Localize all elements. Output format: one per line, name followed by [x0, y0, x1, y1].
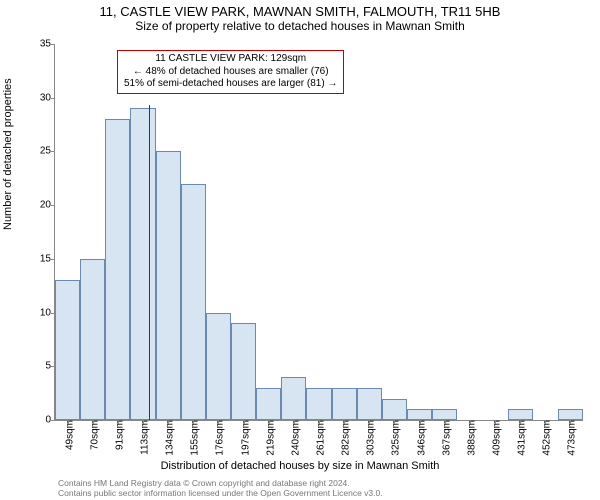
y-tick-mark — [51, 259, 55, 260]
histogram-bar — [558, 409, 583, 420]
x-tick-mark — [545, 420, 546, 424]
histogram-bar — [432, 409, 457, 420]
chart-plot-area: 11 CASTLE VIEW PARK: 129sqm ← 48% of det… — [54, 44, 583, 421]
x-tick-label: 134sqm — [161, 420, 176, 456]
x-tick-label: 367sqm — [437, 420, 452, 456]
property-marker-line — [149, 105, 150, 420]
y-tick-label: 30 — [21, 92, 55, 103]
y-tick-label: 15 — [21, 253, 55, 264]
x-tick-label: 219sqm — [261, 420, 276, 456]
x-tick-mark — [344, 420, 345, 424]
histogram-bar — [181, 184, 206, 420]
x-tick-mark — [495, 420, 496, 424]
histogram-bar — [281, 377, 306, 420]
x-tick-label: 113sqm — [136, 420, 151, 455]
x-tick-mark — [319, 420, 320, 424]
x-tick-mark — [369, 420, 370, 424]
y-tick-label: 25 — [21, 146, 55, 157]
x-tick-label: 346sqm — [412, 420, 427, 456]
x-tick-label: 197sqm — [236, 420, 251, 456]
histogram-bar — [231, 323, 256, 420]
x-tick-label: 70sqm — [85, 420, 100, 450]
y-tick-label: 0 — [21, 415, 55, 426]
x-tick-label: 409sqm — [488, 420, 503, 456]
x-tick-mark — [118, 420, 119, 424]
y-tick-mark — [51, 44, 55, 45]
histogram-bar — [332, 388, 357, 420]
info-box-line2: ← 48% of detached houses are smaller (76… — [124, 66, 337, 79]
x-tick-mark — [445, 420, 446, 424]
histogram-bar — [130, 108, 155, 420]
y-tick-mark — [51, 420, 55, 421]
y-tick-mark — [51, 98, 55, 99]
info-box-line3: 51% of semi-detached houses are larger (… — [124, 78, 337, 91]
x-tick-mark — [294, 420, 295, 424]
x-tick-mark — [244, 420, 245, 424]
histogram-bar — [256, 388, 281, 420]
x-tick-label: 325sqm — [387, 420, 402, 456]
histogram-bar — [382, 399, 407, 420]
histogram-bar — [206, 313, 231, 420]
x-tick-label: 155sqm — [186, 420, 201, 456]
footer-line2: Contains public sector information licen… — [58, 488, 383, 498]
x-tick-label: 240sqm — [286, 420, 301, 456]
x-tick-label: 452sqm — [538, 420, 553, 456]
x-tick-label: 473sqm — [563, 420, 578, 456]
y-tick-mark — [51, 205, 55, 206]
x-tick-label: 282sqm — [337, 420, 352, 456]
footer-attribution: Contains HM Land Registry data © Crown c… — [58, 478, 383, 498]
x-tick-mark — [420, 420, 421, 424]
x-tick-mark — [93, 420, 94, 424]
y-tick-label: 10 — [21, 307, 55, 318]
x-axis-label: Distribution of detached houses by size … — [0, 460, 600, 472]
x-tick-mark — [570, 420, 571, 424]
property-info-box: 11 CASTLE VIEW PARK: 129sqm ← 48% of det… — [117, 50, 344, 94]
x-tick-mark — [470, 420, 471, 424]
x-tick-label: 303sqm — [362, 420, 377, 456]
x-tick-mark — [394, 420, 395, 424]
x-tick-mark — [68, 420, 69, 424]
y-axis-label: Number of detached properties — [2, 78, 14, 230]
histogram-bar — [80, 259, 105, 420]
histogram-bar — [55, 280, 80, 420]
histogram-bar — [156, 151, 181, 420]
x-tick-mark — [520, 420, 521, 424]
chart-title-sub: Size of property relative to detached ho… — [0, 19, 600, 33]
x-tick-label: 91sqm — [110, 420, 125, 450]
histogram-bar — [306, 388, 331, 420]
footer-line1: Contains HM Land Registry data © Crown c… — [58, 478, 383, 488]
x-tick-mark — [193, 420, 194, 424]
x-tick-label: 49sqm — [60, 420, 75, 450]
x-tick-label: 261sqm — [312, 420, 327, 456]
info-box-line1: 11 CASTLE VIEW PARK: 129sqm — [124, 53, 337, 66]
x-tick-mark — [143, 420, 144, 424]
y-tick-label: 35 — [21, 39, 55, 50]
histogram-bar — [105, 119, 130, 420]
y-tick-label: 5 — [21, 361, 55, 372]
x-tick-mark — [269, 420, 270, 424]
x-tick-label: 388sqm — [462, 420, 477, 456]
x-tick-mark — [218, 420, 219, 424]
x-tick-mark — [168, 420, 169, 424]
y-tick-mark — [51, 151, 55, 152]
chart-title-main: 11, CASTLE VIEW PARK, MAWNAN SMITH, FALM… — [0, 0, 600, 19]
y-tick-label: 20 — [21, 200, 55, 211]
x-tick-label: 176sqm — [211, 420, 226, 456]
histogram-bar — [508, 409, 533, 420]
histogram-bar — [407, 409, 432, 420]
x-tick-label: 431sqm — [513, 420, 528, 456]
histogram-bar — [357, 388, 382, 420]
